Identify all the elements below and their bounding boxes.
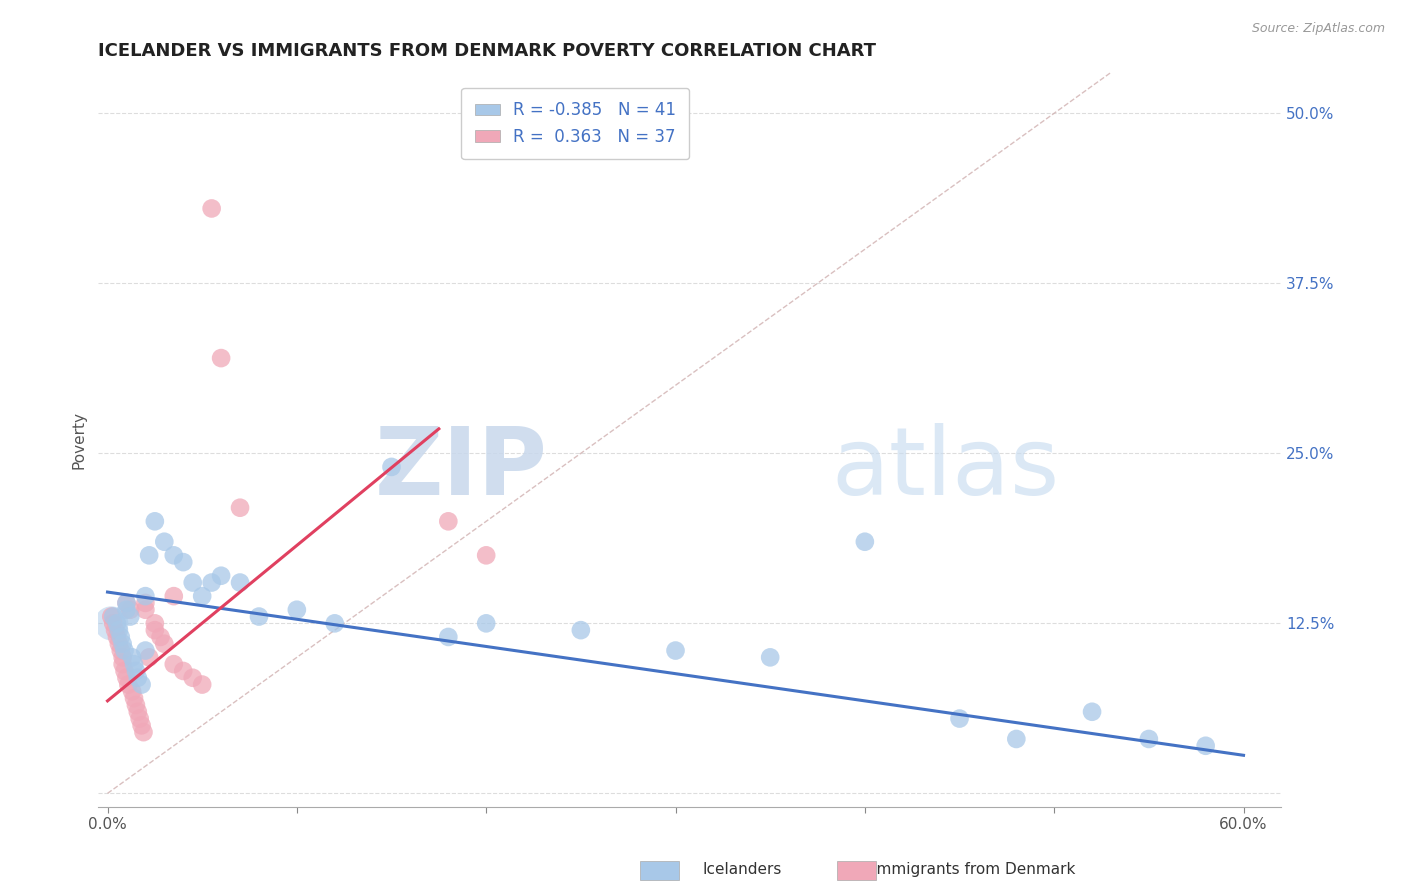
Text: ICELANDER VS IMMIGRANTS FROM DENMARK POVERTY CORRELATION CHART: ICELANDER VS IMMIGRANTS FROM DENMARK POV… (98, 42, 876, 60)
Point (191, 589, 214, 603)
Point (380, 459, 402, 474)
Point (114, 643, 136, 657)
Point (163, 589, 186, 603)
Point (120, 609, 142, 624)
Point (143, 616, 166, 631)
Point (1195, 739, 1218, 753)
Point (1137, 731, 1160, 746)
Point (127, 705, 149, 719)
Point (201, 202, 224, 216)
Point (181, 575, 204, 590)
Point (229, 500, 252, 515)
Point (100, 616, 122, 631)
Point (111, 637, 134, 651)
Point (437, 514, 460, 528)
Point (115, 603, 138, 617)
Point (134, 589, 156, 603)
Point (103, 609, 125, 624)
Point (209, 568, 232, 582)
Point (475, 616, 498, 631)
Point (163, 657, 186, 672)
Point (128, 712, 150, 726)
Point (569, 623, 592, 637)
Point (149, 630, 172, 644)
Point (181, 671, 204, 685)
Point (103, 616, 125, 631)
Point (125, 698, 148, 712)
Point (209, 351, 232, 365)
Point (111, 657, 134, 672)
Point (172, 555, 194, 569)
Text: ZIP: ZIP (375, 423, 548, 515)
Point (1005, 731, 1028, 746)
Point (131, 718, 153, 732)
Point (114, 664, 136, 678)
Point (104, 623, 127, 637)
Point (132, 725, 155, 739)
Point (759, 650, 782, 665)
Point (110, 643, 132, 657)
Y-axis label: Poverty: Poverty (72, 410, 86, 468)
Point (1081, 705, 1104, 719)
Text: atlas: atlas (832, 423, 1060, 515)
Point (121, 684, 143, 698)
Point (138, 549, 160, 563)
Point (115, 596, 138, 610)
Point (247, 609, 270, 624)
Point (138, 650, 160, 665)
Point (134, 596, 156, 610)
Point (110, 630, 132, 644)
Point (191, 677, 214, 691)
Point (125, 664, 148, 678)
Point (134, 603, 156, 617)
Point (105, 630, 128, 644)
Point (115, 596, 138, 610)
Point (100, 609, 122, 624)
Point (201, 575, 224, 590)
Point (108, 637, 131, 651)
Point (437, 630, 460, 644)
Point (143, 623, 166, 637)
Legend: R = -0.385   N = 41, R =  0.363   N = 37: R = -0.385 N = 41, R = 0.363 N = 37 (461, 88, 689, 159)
Point (131, 677, 153, 691)
Point (163, 549, 186, 563)
Point (853, 534, 876, 549)
Point (285, 603, 308, 617)
Point (111, 650, 134, 665)
Text: Source: ZipAtlas.com: Source: ZipAtlas.com (1251, 22, 1385, 36)
Point (143, 514, 166, 528)
Point (153, 637, 176, 651)
Point (323, 616, 346, 631)
Point (229, 575, 252, 590)
Point (172, 664, 194, 678)
Point (127, 671, 149, 685)
Point (115, 671, 138, 685)
Point (664, 643, 686, 657)
Point (122, 657, 145, 672)
Point (108, 623, 131, 637)
Point (948, 712, 970, 726)
Point (120, 603, 142, 617)
Point (134, 643, 156, 657)
Point (153, 534, 176, 549)
Point (475, 549, 498, 563)
Text: Immigrants from Denmark: Immigrants from Denmark (872, 863, 1076, 877)
Point (121, 650, 143, 665)
Text: Icelanders: Icelanders (703, 863, 782, 877)
Point (105, 616, 128, 631)
Point (122, 691, 145, 706)
Point (117, 677, 139, 691)
